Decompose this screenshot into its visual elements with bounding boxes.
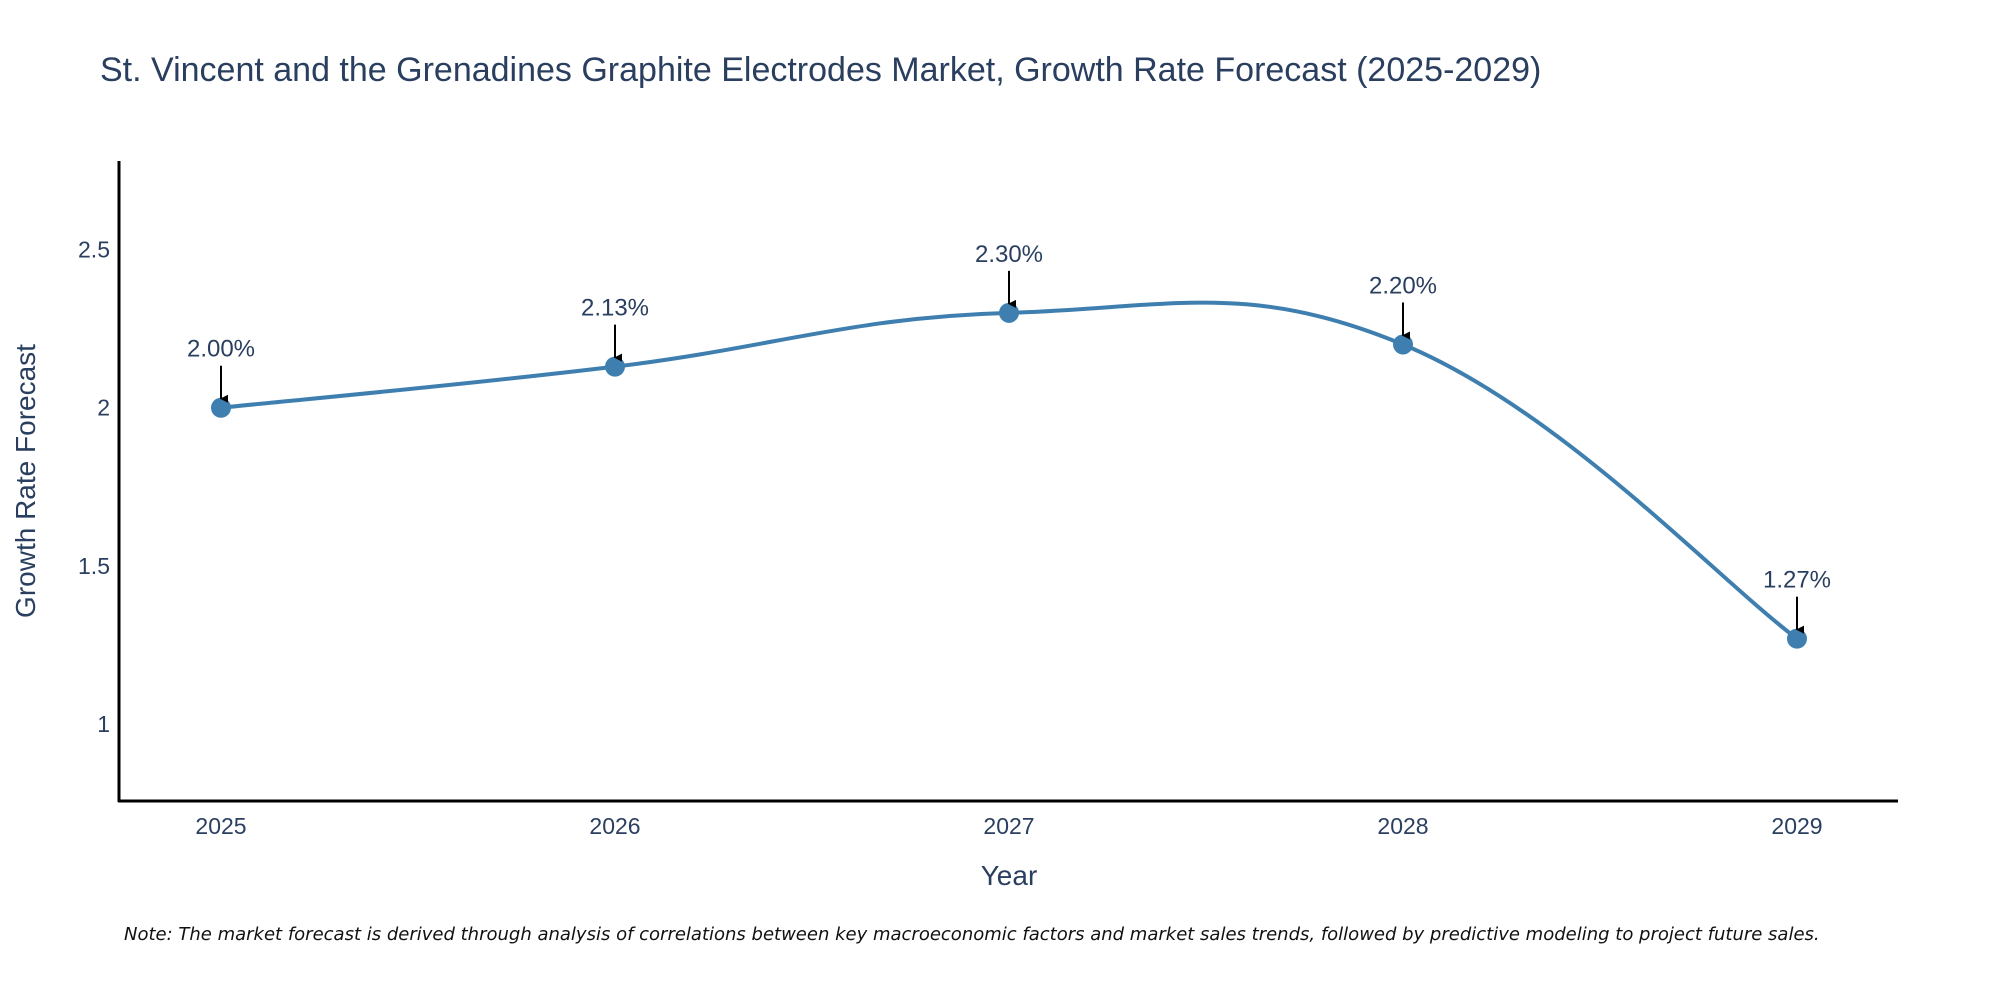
footnote: Note: The market forecast is derived thr… bbox=[124, 924, 1820, 945]
plot-area: 2.00% 2.13% 2.30% 2.20% 1.27% bbox=[187, 241, 1831, 649]
x-tick-label: 2028 bbox=[1377, 813, 1428, 839]
y-tick-label: 1.5 bbox=[78, 553, 110, 579]
data-label: 2.00% bbox=[187, 336, 255, 363]
data-point bbox=[999, 302, 1019, 323]
data-label: 1.27% bbox=[1763, 567, 1831, 594]
data-point bbox=[605, 356, 625, 377]
data-point bbox=[1393, 334, 1413, 355]
data-point bbox=[211, 397, 231, 418]
chart-title: St. Vincent and the Grenadines Graphite … bbox=[100, 51, 1541, 89]
x-axis-ticks: 2025 2026 2027 2028 2029 bbox=[195, 813, 1822, 839]
data-point bbox=[1787, 628, 1807, 649]
x-tick-label: 2029 bbox=[1771, 813, 1822, 839]
x-tick-label: 2027 bbox=[983, 813, 1034, 839]
series-line bbox=[220, 300, 1799, 641]
x-axis-title: Year bbox=[981, 860, 1038, 891]
x-tick-label: 2025 bbox=[195, 813, 246, 839]
data-label: 2.30% bbox=[975, 241, 1043, 268]
y-tick-label: 2 bbox=[97, 395, 110, 421]
y-axis-title: Growth Rate Forecast bbox=[10, 344, 41, 618]
y-tick-label: 1 bbox=[97, 711, 110, 737]
y-axis-ticks: 1 1.5 2 2.5 bbox=[78, 237, 110, 738]
data-label: 2.13% bbox=[581, 295, 649, 322]
x-tick-label: 2026 bbox=[589, 813, 640, 839]
data-label: 2.20% bbox=[1369, 272, 1437, 299]
y-tick-label: 2.5 bbox=[78, 237, 110, 263]
